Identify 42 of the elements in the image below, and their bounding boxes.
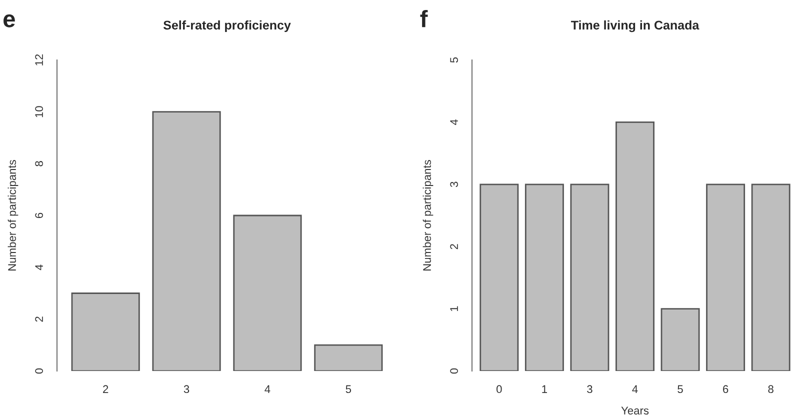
- chart-title: Self-rated proficiency: [163, 20, 291, 32]
- bar: [314, 344, 383, 371]
- y-tick-label: 5: [450, 57, 458, 63]
- bar: [751, 184, 790, 371]
- x-tick-label: 1: [542, 385, 547, 393]
- bar: [616, 122, 654, 371]
- bar: [706, 184, 746, 371]
- x-tick-label: 2: [103, 385, 108, 393]
- bar: [233, 214, 302, 371]
- y-tick-label: 1: [450, 306, 458, 312]
- y-tick-label: 2: [450, 244, 458, 250]
- x-tick-label: 5: [678, 385, 683, 394]
- x-tick-label: 3: [184, 385, 190, 394]
- x-tick-label: 8: [768, 385, 774, 394]
- text: e: [4, 14, 15, 28]
- x-axis-title: Years: [621, 406, 649, 415]
- bar: [480, 184, 519, 371]
- chart-title: Time living in Canada: [571, 20, 700, 32]
- y-tick-label: 10: [35, 106, 43, 118]
- text: f: [420, 10, 428, 28]
- x-tick-label: 5: [346, 385, 352, 394]
- x-tick-label: 0: [496, 385, 502, 394]
- x-tick-label: 4: [632, 385, 638, 393]
- y-tick-label: 0: [35, 368, 43, 374]
- bar: [71, 292, 140, 371]
- y-tick-label: 2: [35, 316, 43, 322]
- y-tick-label: 6: [35, 212, 43, 218]
- bar: [660, 308, 700, 371]
- y-tick-label: 0: [450, 368, 458, 374]
- x-tick-label: 4: [264, 385, 270, 393]
- y-tick-label: 8: [35, 161, 43, 166]
- bar: [152, 111, 221, 371]
- x-tick-label: 6: [723, 385, 728, 394]
- y-tick-label: 3: [450, 182, 458, 188]
- y-tick-label: 4: [35, 264, 43, 270]
- x-tick-label: 3: [587, 385, 592, 394]
- y-tick-label: 4: [450, 119, 458, 126]
- y-axis-title: Number of participants: [422, 160, 434, 270]
- bar: [570, 184, 610, 371]
- y-axis-title: Number of participants: [8, 160, 18, 270]
- y-tick-label: 12: [35, 54, 43, 66]
- bar: [524, 184, 564, 371]
